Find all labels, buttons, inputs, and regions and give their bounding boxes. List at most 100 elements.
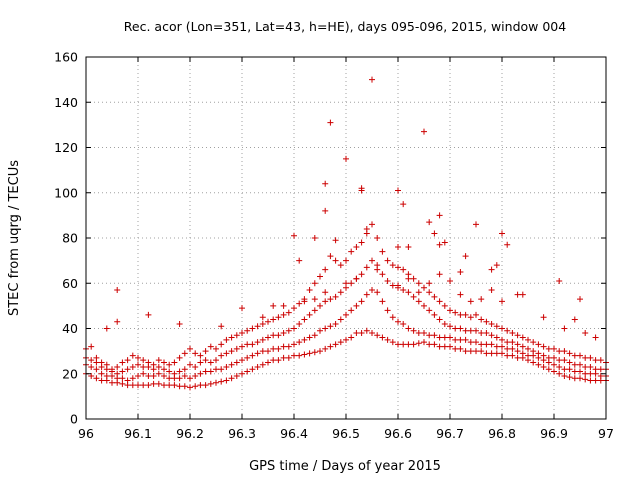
data-point: [467, 327, 474, 334]
data-point: [337, 316, 344, 323]
data-point: [504, 327, 511, 334]
data-point: [332, 341, 339, 348]
data-point: [436, 334, 443, 341]
data-point: [504, 345, 511, 352]
x-tick-label: 96.7: [436, 426, 464, 441]
data-point: [431, 311, 438, 318]
data-point: [93, 354, 100, 361]
data-point: [462, 348, 469, 355]
data-point: [447, 307, 453, 314]
data-point: [353, 330, 360, 337]
data-point: [358, 185, 365, 192]
data-point: [88, 373, 95, 380]
data-point: [415, 289, 422, 296]
data-point: [306, 334, 313, 341]
data-point: [556, 277, 563, 284]
data-point: [582, 354, 589, 361]
data-point: [202, 382, 209, 389]
data-point: [441, 334, 448, 341]
data-point: [109, 366, 115, 373]
data-point: [285, 354, 292, 361]
data-point: [140, 370, 147, 377]
data-point: [270, 345, 277, 352]
data-point: [88, 363, 95, 370]
data-point: [275, 345, 282, 352]
data-point: [254, 363, 261, 370]
y-tick-label: 0: [70, 412, 78, 427]
data-point: [540, 352, 547, 359]
data-point: [233, 345, 240, 352]
data-point: [597, 366, 604, 373]
data-point: [129, 382, 136, 389]
data-point: [223, 363, 230, 370]
data-point: [161, 366, 167, 373]
data-point: [239, 357, 245, 364]
data-point: [514, 332, 521, 339]
data-point: [436, 298, 443, 305]
data-point: [343, 155, 349, 162]
data-point: [441, 239, 448, 246]
data-point: [473, 311, 479, 318]
data-point: [415, 298, 422, 305]
data-point: [374, 266, 381, 273]
data-point: [363, 264, 370, 271]
data-point: [545, 366, 552, 373]
data-point: [493, 350, 500, 357]
data-point: [514, 354, 521, 361]
data-point: [389, 262, 396, 269]
data-point: [561, 366, 568, 373]
data-point: [483, 330, 490, 337]
data-point: [577, 361, 583, 368]
data-point: [114, 370, 121, 377]
data-point: [249, 325, 256, 332]
data-point: [426, 307, 433, 314]
data-point: [197, 352, 204, 359]
data-point: [114, 318, 121, 325]
data-point: [493, 343, 500, 350]
data-point: [504, 339, 511, 346]
data-point: [259, 361, 266, 368]
data-point: [98, 377, 105, 384]
data-point: [228, 348, 235, 355]
data-point: [540, 363, 547, 370]
data-point: [213, 366, 219, 373]
data-point: [504, 241, 511, 248]
data-point: [389, 282, 396, 289]
data-point: [400, 341, 407, 348]
data-point: [145, 373, 152, 380]
data-point: [218, 323, 225, 330]
data-point: [369, 221, 375, 228]
data-point: [426, 280, 433, 287]
data-point: [343, 280, 349, 287]
data-point: [592, 357, 599, 364]
data-point: [405, 275, 412, 282]
data-point: [452, 309, 459, 316]
data-point: [103, 325, 110, 332]
data-point: [363, 291, 370, 298]
data-point: [129, 352, 136, 359]
data-point: [207, 359, 214, 366]
data-point: [265, 359, 271, 366]
data-point: [119, 380, 126, 387]
data-point: [155, 370, 162, 377]
data-point: [389, 314, 396, 321]
data-point: [462, 253, 469, 260]
data-point: [145, 382, 152, 389]
data-point: [270, 357, 277, 364]
data-point: [124, 357, 131, 364]
data-point: [436, 343, 443, 350]
data-point: [467, 314, 474, 321]
data-point: [192, 350, 199, 357]
data-point: [421, 284, 427, 291]
data-point: [192, 383, 199, 390]
grid-lines: [86, 57, 606, 419]
data-point: [337, 262, 344, 269]
data-point: [239, 343, 245, 350]
y-tick-label: 140: [54, 95, 78, 110]
data-point: [457, 325, 464, 332]
data-point: [415, 340, 422, 347]
data-point: [114, 363, 121, 370]
data-point: [551, 361, 557, 368]
data-point: [379, 334, 386, 341]
data-point: [145, 311, 152, 318]
